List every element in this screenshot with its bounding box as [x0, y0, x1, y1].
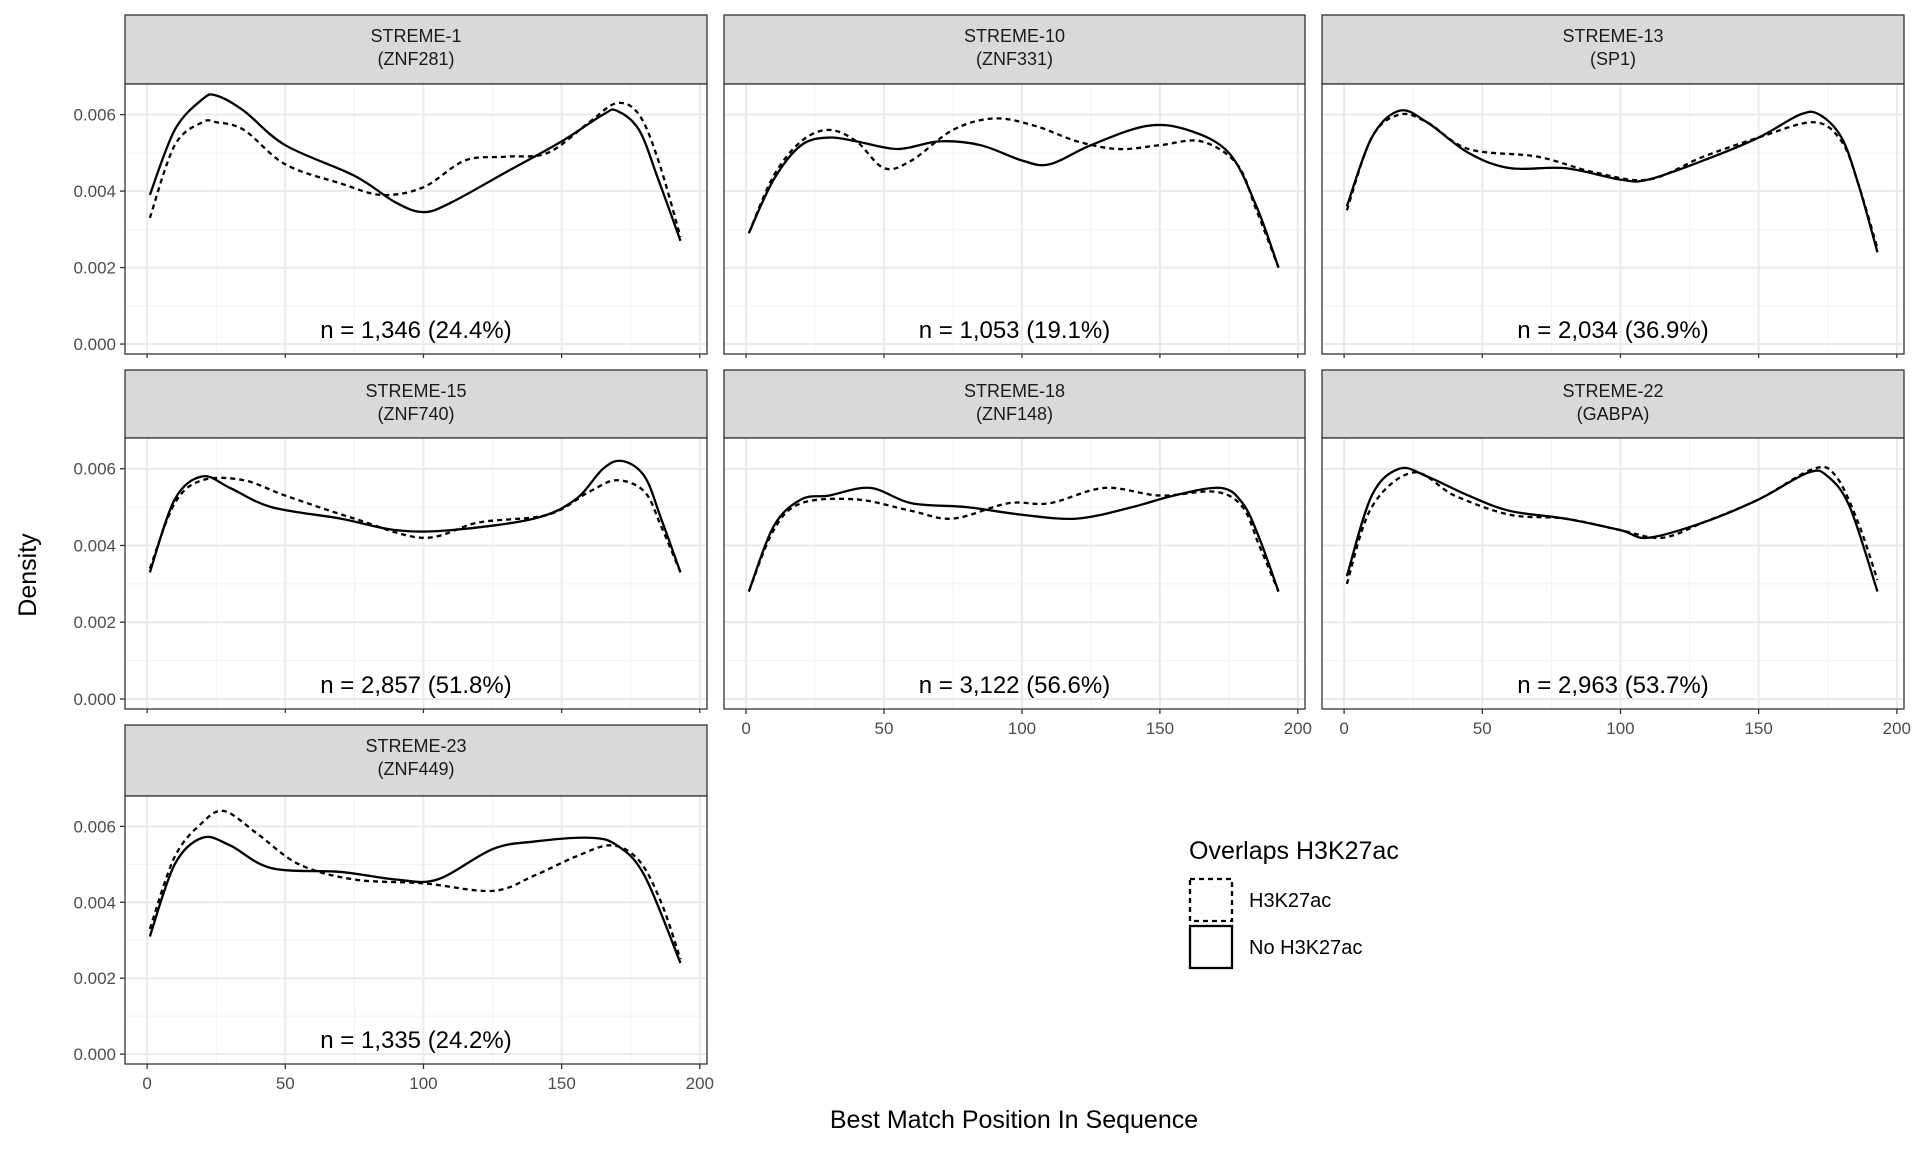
- sample-size-label: n = 1,346 (24.4%): [320, 317, 511, 344]
- y-tick-label: 0.004: [73, 536, 116, 555]
- facet-panel: STREME-23 (ZNF449) n = 1,335 (24.2%) 0.000 0…: [73, 724, 714, 1093]
- facet-title: STREME-1: [370, 26, 461, 46]
- x-tick-label: 0: [1339, 719, 1348, 738]
- panel-border: [723, 437, 1306, 710]
- x-tick-label: 150: [1146, 719, 1174, 738]
- y-tick-label: 0.000: [73, 335, 116, 354]
- density-line-no-h3k27ac: [148, 459, 682, 573]
- x-tick-label: 200: [1883, 719, 1911, 738]
- y-tick-label: 0.006: [73, 460, 116, 479]
- density-line-h3k27ac: [148, 809, 682, 960]
- legend-title: Overlaps H3K27ac: [1189, 837, 1399, 865]
- y-axis-title: Density: [14, 533, 42, 617]
- density-line-h3k27ac: [747, 117, 1280, 268]
- facet-panel: STREME-18 (ZNF148) n = 3,122 (56.6%) 0 50 100…: [723, 369, 1312, 738]
- panel-background: [1322, 84, 1904, 354]
- sample-size-label: n = 1,053 (19.1%): [919, 317, 1110, 344]
- facet-strip: [1321, 14, 1905, 85]
- panel-border: [1321, 437, 1905, 710]
- density-line-h3k27ac: [1345, 465, 1879, 585]
- panel-background: [724, 84, 1305, 354]
- y-tick-label: 0.004: [73, 893, 116, 912]
- facet-strip: [124, 724, 708, 797]
- panel-background: [1322, 438, 1904, 709]
- facet-panel: STREME-10 (ZNF331) n = 1,053 (19.1%): [723, 14, 1306, 358]
- sample-size-label: n = 1,335 (24.2%): [320, 1027, 511, 1054]
- sample-size-label: n = 2,034 (36.9%): [1517, 317, 1708, 344]
- facet-subtitle: (ZNF740): [377, 404, 454, 424]
- panel-border: [1321, 83, 1905, 355]
- density-line-no-h3k27ac: [1345, 109, 1879, 253]
- x-tick-label: 100: [1008, 719, 1036, 738]
- x-axis-title: Best Match Position In Sequence: [830, 1106, 1198, 1134]
- x-tick-label: 100: [409, 1074, 437, 1093]
- facet-strip: [124, 369, 708, 439]
- y-tick-label: 0.000: [73, 690, 116, 709]
- x-tick-label: 0: [741, 719, 750, 738]
- x-tick-label: 150: [1744, 719, 1772, 738]
- legend-key-dashed: [1188, 877, 1234, 923]
- legend-label: No H3K27ac: [1249, 937, 1362, 959]
- density-line-h3k27ac: [1345, 112, 1879, 249]
- facet-strip: [124, 14, 708, 85]
- x-tick-label: 150: [547, 1074, 575, 1093]
- x-tick-label: 200: [1284, 719, 1312, 738]
- facet-title: STREME-22: [1562, 381, 1663, 401]
- sample-size-label: n = 3,122 (56.6%): [919, 672, 1110, 699]
- facet-title: STREME-13: [1562, 26, 1663, 46]
- x-tick-label: 0: [142, 1074, 151, 1093]
- facet-subtitle: (SP1): [1590, 49, 1636, 69]
- sample-size-label: n = 2,857 (51.8%): [320, 672, 511, 699]
- facet-panel: STREME-1 (ZNF281) n = 1,346 (24.4%) 0.000 0.…: [73, 14, 708, 358]
- facet-title: STREME-23: [365, 736, 466, 756]
- panel-border: [124, 437, 708, 710]
- y-tick-label: 0.002: [73, 613, 116, 632]
- facet-subtitle: (ZNF331): [976, 49, 1053, 69]
- x-tick-label: 50: [276, 1074, 295, 1093]
- density-line-h3k27ac: [148, 476, 682, 573]
- facet-title: STREME-15: [365, 381, 466, 401]
- x-tick-label: 100: [1606, 719, 1634, 738]
- density-line-h3k27ac: [148, 101, 682, 238]
- panel-border: [124, 83, 708, 355]
- y-tick-label: 0.006: [73, 817, 116, 836]
- facet-panel: STREME-13 (SP1) n = 2,034 (36.9%): [1321, 14, 1905, 358]
- facet-title: STREME-10: [964, 26, 1065, 46]
- y-tick-label: 0.002: [73, 259, 116, 278]
- facet-subtitle: (ZNF449): [377, 759, 454, 779]
- y-tick-label: 0.004: [73, 182, 116, 201]
- facet-subtitle: (ZNF281): [377, 49, 454, 69]
- x-tick-label: 200: [686, 1074, 714, 1093]
- facet-title: STREME-18: [964, 381, 1065, 401]
- y-tick-label: 0.006: [73, 106, 116, 125]
- panel-border: [124, 795, 708, 1065]
- density-line-h3k27ac: [747, 486, 1280, 592]
- panel-background: [125, 796, 707, 1064]
- panel-background: [724, 438, 1305, 709]
- sample-size-label: n = 2,963 (53.7%): [1517, 672, 1708, 699]
- density-line-no-h3k27ac: [747, 123, 1280, 268]
- panel-border: [723, 83, 1306, 355]
- x-tick-label: 50: [875, 719, 894, 738]
- facet-panel: STREME-15 (ZNF740) n = 2,857 (51.8%) 0.000 0…: [73, 369, 708, 713]
- facet-subtitle: (ZNF148): [976, 404, 1053, 424]
- y-tick-label: 0.002: [73, 969, 116, 988]
- facet-strip: [723, 369, 1306, 439]
- y-tick-label: 0.000: [73, 1045, 116, 1064]
- facet-subtitle: (GABPA): [1577, 404, 1650, 424]
- density-line-no-h3k27ac: [747, 486, 1280, 592]
- legend: Overlaps H3K27ac H3K27ac No H3K27ac: [1188, 837, 1399, 970]
- x-tick-label: 50: [1473, 719, 1492, 738]
- legend-key-solid: [1188, 924, 1234, 970]
- legend-label: H3K27ac: [1249, 890, 1331, 912]
- density-line-no-h3k27ac: [148, 93, 682, 242]
- facet-panel: STREME-22 (GABPA) n = 2,963 (53.7%) 0 50 100 1…: [1321, 369, 1911, 738]
- facet-strip: [1321, 369, 1905, 439]
- facet-strip: [723, 14, 1306, 85]
- panel-background: [125, 84, 707, 354]
